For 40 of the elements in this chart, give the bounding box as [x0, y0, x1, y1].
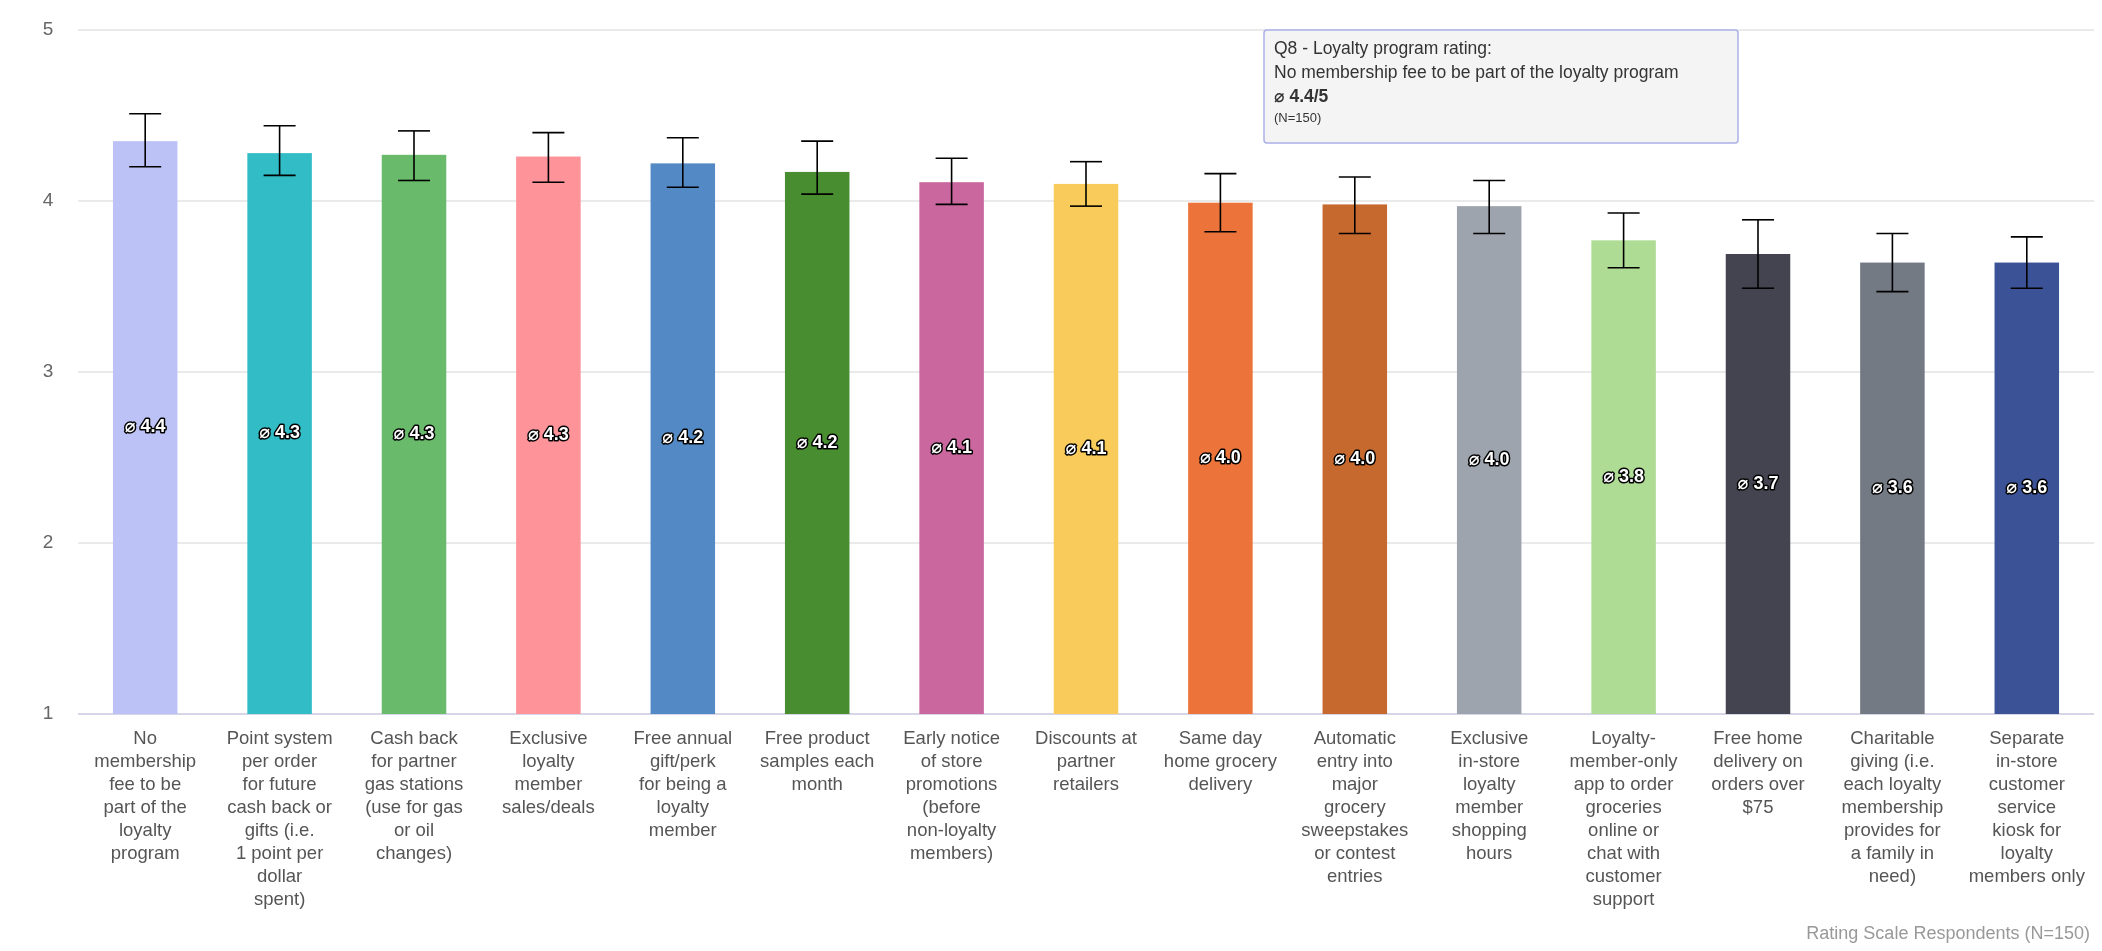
y-tick-label: 5 [42, 18, 54, 40]
data-label: ⌀ 3.7 [1737, 472, 1779, 493]
x-tick-label: Free product samples each month [760, 727, 875, 794]
annotation: No membership fee to be part of the loyalty program [1274, 62, 1679, 82]
x-tick-label: Discounts at partner retailers [1035, 727, 1137, 794]
data-label: ⌀ 4.4 [124, 416, 166, 437]
y-tick-label: 2 [42, 531, 54, 553]
data-label: ⌀ 3.6 [1871, 477, 1913, 498]
data-label: ⌀ 4.0 [1468, 448, 1510, 469]
x-tick-label: Automatic entry into major grocery sweepstakes or contest entries [1301, 727, 1409, 886]
x-tick-label: Early notice of store promotions (before non-loyalty members) [903, 727, 1000, 863]
x-tick-label: Cash back for partner gas stations (use for gas or oil changes) [364, 727, 464, 863]
annotation: Q8 - Loyalty program rating: [1274, 38, 1492, 58]
data-label: ⌀ 4.0 [1334, 447, 1376, 468]
y-tick-label: 1 [42, 702, 54, 724]
x-tick-label: Charitable giving (i.e. each loyalty membership provides for a family in need) [1841, 727, 1944, 886]
x-tick-label: No membership fee to be part of the loyalty program [94, 727, 197, 863]
x-tick-label: Free home delivery on orders over $75 [1711, 727, 1805, 817]
x-tick-label: Free annual gift/perk for being a loyalty member [633, 727, 733, 840]
data-label: ⌀ 4.3 [393, 423, 435, 444]
data-label: ⌀ 4.2 [796, 431, 838, 452]
y-tick-label: 4 [42, 189, 54, 211]
data-label: ⌀ 4.3 [259, 422, 301, 443]
x-tick-label: Exclusive loyalty member sales/deals [502, 727, 595, 817]
text: Rating Scale Respondents (N=150) [1806, 923, 2090, 943]
data-label: ⌀ 4.3 [527, 424, 569, 445]
annotation: ⌀ 4.4/5 [1274, 86, 1329, 106]
data-label: ⌀ 4.1 [1065, 437, 1107, 458]
data-label: ⌀ 3.8 [1603, 465, 1645, 486]
x-tick-label: Point system per order for future cash back or gifts (i.e. 1 point per dollar spent) [226, 727, 333, 909]
x-tick-label: Separate in-store customer service kiosk for loyalty members only [1968, 727, 2086, 886]
annotation: (N=150) [1274, 110, 1322, 125]
data-label: ⌀ 4.2 [662, 427, 704, 448]
y-tick-label: 3 [42, 360, 54, 382]
x-tick-label: Same day home grocery delivery [1163, 727, 1278, 794]
data-label: ⌀ 3.6 [2006, 477, 2048, 498]
data-label: ⌀ 4.0 [1199, 447, 1241, 468]
x-tick-label: Loyalty-member-only app to order groceries online or chat with customer support [1569, 727, 1679, 909]
x-tick-label: Exclusive in-store loyalty member shopping hours [1450, 727, 1529, 863]
data-label: ⌀ 4.1 [931, 436, 973, 457]
